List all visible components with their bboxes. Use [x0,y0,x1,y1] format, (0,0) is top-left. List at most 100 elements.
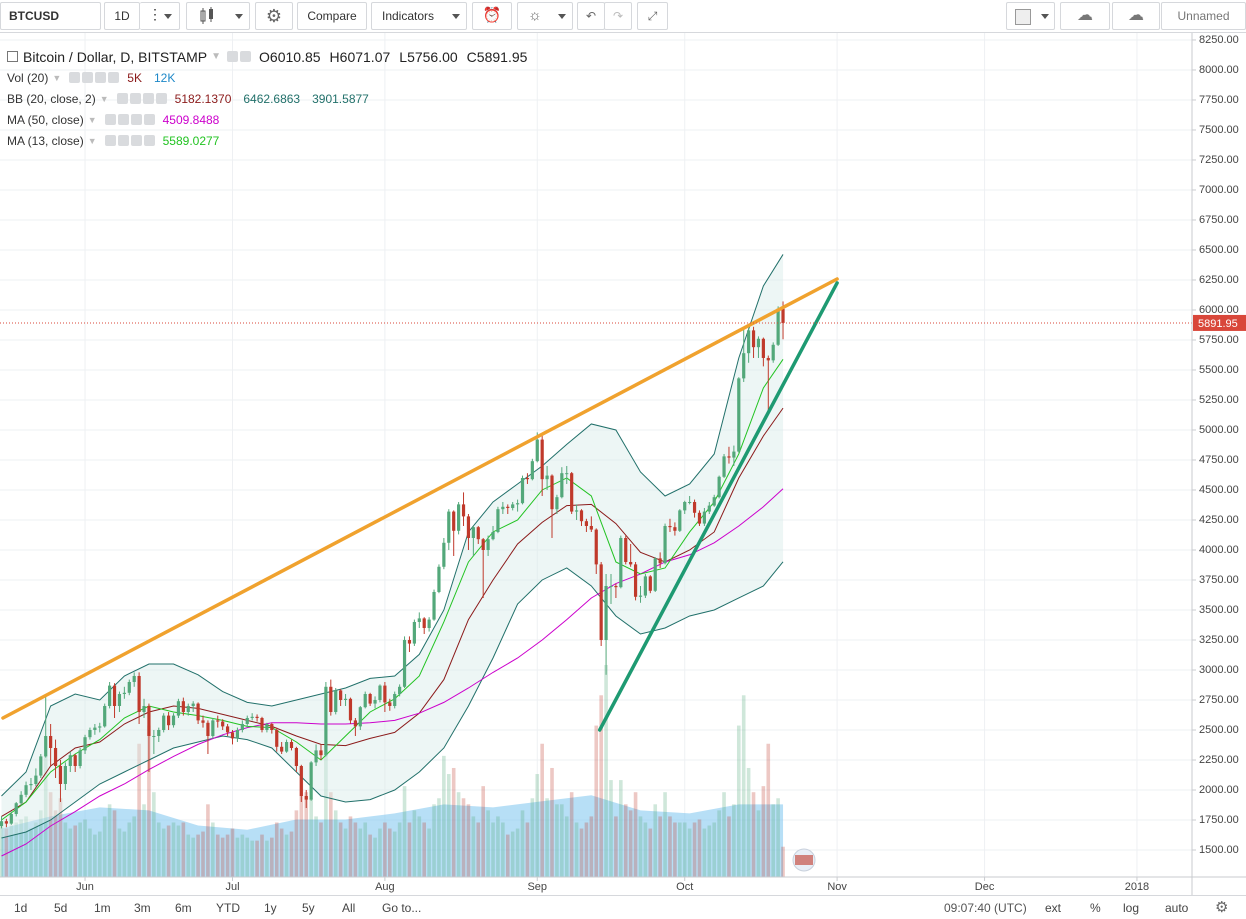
candle-body [53,747,58,766]
indicator-menu[interactable]: ▼ [87,114,97,125]
candle-body [747,330,751,354]
range-button[interactable]: 1y [264,901,277,915]
scale-option[interactable]: log [1123,901,1140,915]
volume-bar [309,798,313,877]
range-button[interactable]: 1d [14,901,28,915]
compare-button[interactable]: Compare [297,2,367,30]
indicator-icon[interactable] [117,114,129,125]
indicator-value: 12K [153,70,176,85]
settings-button[interactable]: ⚙ [255,2,293,30]
indicator-icon[interactable] [116,93,128,104]
range-button[interactable]: 6m [175,901,192,915]
range-button[interactable]: YTD [216,901,240,915]
candle-body [181,701,185,712]
volume-bar [58,798,63,877]
range-button[interactable]: 1m [94,901,111,915]
range-button[interactable]: 5d [54,901,68,915]
indicator-icon[interactable] [69,72,81,83]
indicator-icon[interactable] [143,114,155,125]
candle-body [78,750,82,766]
indicator-menu[interactable]: ▼ [52,72,62,83]
x-tick-label: Aug [375,881,395,893]
candle-body [201,720,205,723]
layout-button[interactable]: Unnamed [1161,2,1246,30]
volume-bar [746,767,751,877]
volume-bar [363,822,368,877]
range-button[interactable]: 5y [302,901,315,915]
volume-bar [579,828,584,877]
indicator-name: BB (20, close, 2) [7,91,96,106]
range-button[interactable]: All [342,901,356,915]
volume-bar [338,822,343,877]
legend: Bitcoin / Dollar, D, BITSTAMP ▼ O6010.85… [7,46,527,151]
candle-body [712,497,716,506]
scale-option[interactable]: % [1090,901,1101,915]
volume-bar [481,786,485,877]
candle-body [515,503,520,505]
indicator-icon[interactable] [104,135,116,146]
x-tick-label: 2018 [1125,881,1149,893]
settings-icon[interactable]: ⚙ [1215,899,1229,916]
indicator-icon[interactable] [95,72,107,83]
volume-bar [712,822,717,877]
y-tick-label: 4000.00 [1199,544,1239,556]
volume-bar [687,828,692,877]
indicator-icon[interactable] [104,114,116,125]
volume-bar [19,819,23,877]
chart-style-button[interactable] [186,2,250,30]
candle-body [535,439,539,462]
scale-option[interactable]: ext [1045,901,1062,915]
collapse-icon[interactable] [7,51,18,62]
alert-button[interactable]: ⏰ [472,2,512,30]
scale-option[interactable]: auto [1165,901,1189,915]
volume-bar [14,822,19,877]
indicator-icon[interactable] [82,72,94,83]
candle-body [353,720,357,727]
candle-body [402,639,407,687]
goto-button[interactable]: Go to... [382,901,422,915]
indicator-icon[interactable] [130,114,142,125]
candle-body [186,705,190,712]
symbol-input[interactable]: BTCUSD [0,2,101,30]
indicator-legend: Vol (20) ▼ 5K 12K BB (20, close, 2) ▼ 5182.137… [7,67,527,151]
undo-button[interactable]: ↶ [577,2,605,30]
interval-button[interactable]: 1D [104,2,140,30]
candle-body [147,705,151,736]
volume-bar [520,810,525,877]
color-button[interactable] [1006,2,1055,30]
volume-bar [112,810,117,877]
drawings [0,277,1192,732]
indicator-icon[interactable] [117,135,129,146]
load-cloud-button[interactable]: ☁ [1112,2,1160,30]
candle-body [614,585,618,588]
volume-bar [206,804,210,877]
candle-body [520,477,525,504]
indicator-icon[interactable] [143,135,155,146]
indicator-name: MA (13, close) [7,133,84,148]
candle-body [343,698,348,700]
indicators [1,254,784,857]
indicator-menu[interactable]: ▼ [99,93,109,104]
candle-body [230,732,235,739]
redo-button[interactable]: ↷ [604,2,632,30]
indicator-icon[interactable] [129,93,141,104]
candle-body [383,685,387,703]
volume-bar [437,798,441,877]
idea-button[interactable]: ☼ [517,2,573,30]
indicator-menu[interactable]: ▼ [87,135,97,146]
indicator-icon[interactable] [108,72,120,83]
indicator-icon[interactable] [142,93,154,104]
x-tick-label: Dec [975,881,995,893]
indicators-button[interactable]: Indicators [371,2,467,30]
indicator-icon[interactable] [130,135,142,146]
volume-bar [245,837,250,877]
volume-bar [265,840,269,877]
volume-bar [623,804,628,877]
indicator-icon[interactable] [155,93,167,104]
range-button[interactable]: 3m [134,901,151,915]
candle-body [574,510,579,512]
save-cloud-button[interactable]: ☁ [1060,2,1110,30]
candle-body [368,693,372,704]
interval-menu[interactable]: ⋮ [140,2,180,30]
fullscreen-button[interactable]: ⤢ [637,2,668,30]
